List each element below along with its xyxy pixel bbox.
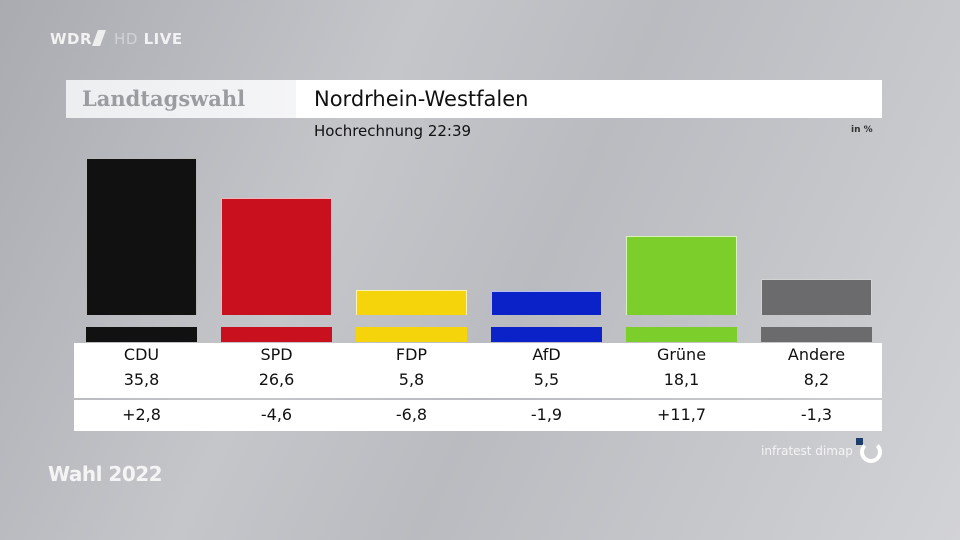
value-label: 5,8 <box>398 370 425 389</box>
changes-table: +2,8 -4,6 -6,8 -1,9 +11,7 -1,3 <box>74 400 882 431</box>
party-label: FDP <box>395 345 428 364</box>
party-label: CDU <box>123 345 160 364</box>
change-label: -6,8 <box>395 405 428 424</box>
program-label: Wahl 2022 <box>48 462 163 486</box>
value-label: 35,8 <box>123 370 160 389</box>
results-table: CDU 35,8 SPD 26,6 FDP 5,8 AfD 5,5 Grüne 18,1 Ander… <box>74 343 882 398</box>
color-strip-fdp <box>356 327 467 342</box>
color-strip-afd <box>491 327 602 342</box>
source-logo-ring-icon <box>860 441 882 463</box>
chart-title: Nordrhein-Westfalen <box>314 87 529 111</box>
bar-afd <box>491 290 602 315</box>
color-strip-spd <box>221 327 332 342</box>
value-label: 5,5 <box>533 370 560 389</box>
live-label: LIVE <box>143 30 183 48</box>
change-label: -1,9 <box>530 405 563 424</box>
change-label: +11,7 <box>656 405 707 424</box>
channel-logo: WDR HD LIVE <box>50 30 183 48</box>
party-label: Andere <box>787 345 846 364</box>
value-label: 18,1 <box>663 370 700 389</box>
bar-cdu <box>86 158 197 315</box>
bar-fdp <box>356 289 467 315</box>
bar-grüne <box>626 235 737 315</box>
source-label: infratest dimap <box>761 444 853 458</box>
chart-subtitle: Hochrechnung 22:39 <box>314 122 472 140</box>
value-label: 26,6 <box>258 370 295 389</box>
party-label: AfD <box>532 345 561 364</box>
bar-andere <box>761 279 872 315</box>
unit-label: in % <box>851 125 873 135</box>
quality-label: HD <box>114 30 138 48</box>
color-strip-grüne <box>626 327 737 342</box>
source-logo-square <box>856 438 863 445</box>
bar-spd <box>221 198 332 315</box>
title-bar <box>66 80 882 118</box>
value-label: 8,2 <box>803 370 830 389</box>
color-strip-andere <box>761 327 872 342</box>
change-label: -4,6 <box>260 405 293 424</box>
change-label: +2,8 <box>122 405 161 424</box>
change-label: -1,3 <box>800 405 833 424</box>
party-label: SPD <box>260 345 293 364</box>
logo-slash <box>92 30 106 46</box>
color-strip-cdu <box>86 327 197 342</box>
kicker: Landtagswahl <box>82 86 246 111</box>
party-label: Grüne <box>656 345 707 364</box>
channel-name: WDR <box>50 30 93 48</box>
